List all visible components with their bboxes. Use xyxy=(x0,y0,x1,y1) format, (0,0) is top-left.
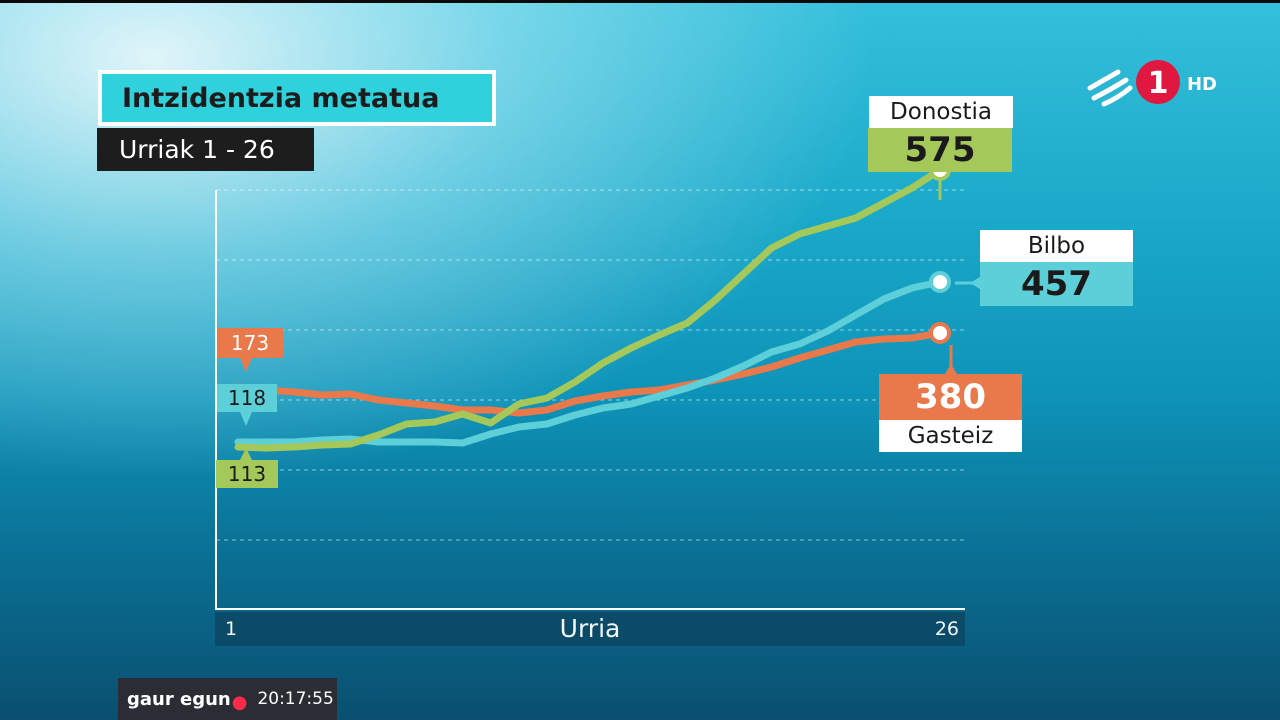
chart-gridlines xyxy=(216,189,965,541)
donostia-series-line xyxy=(234,166,944,452)
gasteiz-end-value: 380 xyxy=(879,374,1022,420)
channel-logo: 1 HD xyxy=(1087,60,1217,107)
donostia-start-label: 113 xyxy=(216,460,278,488)
bilbo-name-label: Bilbo xyxy=(980,230,1133,262)
donostia-name-label: Donostia xyxy=(869,96,1013,128)
x-tick-end: 26 xyxy=(934,618,959,640)
program-name: gaur egun xyxy=(127,688,231,710)
gasteiz-name-label: Gasteiz xyxy=(879,420,1022,452)
top-letterbox-bar xyxy=(0,0,1280,3)
gasteiz-start-label: 173 xyxy=(217,328,283,358)
clock-time: 20:17:55 xyxy=(257,689,334,709)
x-axis-label: Urria xyxy=(559,614,621,643)
x-axis-bar: 1 Urria 26 xyxy=(215,612,965,646)
gasteiz-end-marker xyxy=(929,322,951,344)
bilbo-end-pointer xyxy=(970,277,980,289)
bilbo-start-pointer xyxy=(240,412,252,426)
channel-number-badge xyxy=(1136,60,1180,104)
chart-subtitle: Urriak 1 - 26 xyxy=(97,128,314,171)
donostia-end-value: 575 xyxy=(868,128,1012,172)
eitb-swoosh-icon xyxy=(1087,69,1133,107)
bilbo-end-value: 457 xyxy=(980,262,1133,306)
gasteiz-start-pointer xyxy=(240,358,252,372)
program-clock-bar: gaur egun ● 20:17:55 xyxy=(118,678,337,720)
hd-label: HD xyxy=(1187,74,1217,95)
bilbo-series-line xyxy=(234,278,944,447)
x-tick-start: 1 xyxy=(225,618,238,640)
chart-title: Intzidentzia metatua xyxy=(98,70,496,126)
gasteiz-end-pointer xyxy=(945,364,957,374)
donostia-start-pointer xyxy=(240,448,252,460)
red-dot-icon: ● xyxy=(231,691,248,713)
bilbo-end-marker xyxy=(929,271,951,293)
bilbo-start-label: 118 xyxy=(217,384,277,412)
gasteiz-series-line xyxy=(234,329,944,417)
channel-number: 1 xyxy=(1148,66,1169,101)
